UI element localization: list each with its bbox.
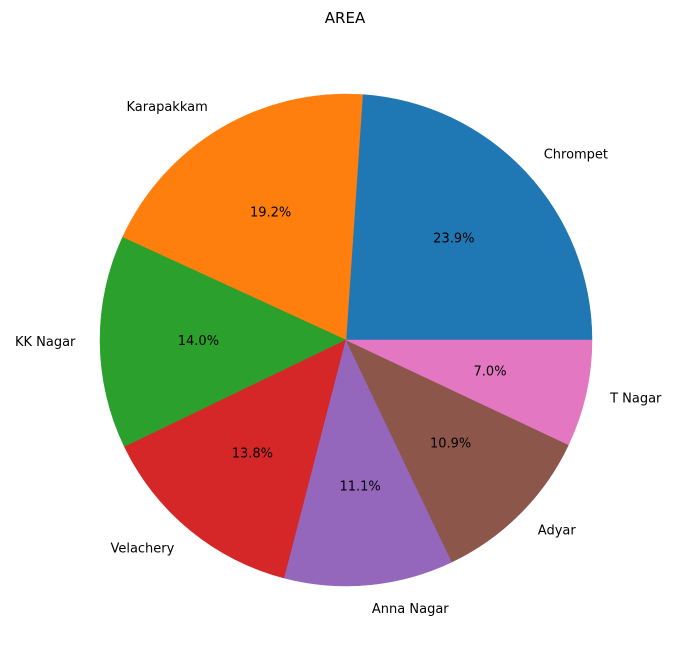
slice-label-adyar: Adyar xyxy=(538,523,577,538)
pct-label-chrompet: 23.9% xyxy=(433,232,474,247)
slice-label-velachery: Velachery xyxy=(110,542,174,557)
pie-slice-chrompet xyxy=(345,94,593,341)
slice-label-kk-nagar: KK Nagar xyxy=(15,335,76,350)
pie-slice-anna-nagar xyxy=(284,339,453,587)
pct-label-kk-nagar: 14.0% xyxy=(178,334,219,349)
pie-slice-t-nagar xyxy=(345,339,593,446)
slice-label-karapakkam: Karapakkam xyxy=(127,100,208,115)
pie-slice-karapakkam xyxy=(122,93,363,341)
chart-title: AREA xyxy=(325,9,366,27)
pct-label-anna-nagar: 11.1% xyxy=(339,479,380,494)
pie-slice-kk-nagar xyxy=(99,236,347,448)
slice-label-t-nagar: T Nagar xyxy=(609,392,662,407)
pct-label-velachery: 13.8% xyxy=(232,447,273,462)
pie-slices xyxy=(99,93,593,587)
pct-label-karapakkam: 19.2% xyxy=(250,206,291,221)
pie-slice-adyar xyxy=(345,339,569,563)
pie-slice-velachery xyxy=(124,339,347,579)
slice-label-anna-nagar: Anna Nagar xyxy=(372,602,449,617)
pie-labels: Chrompet 23.9% Karapakkam 19.2% KK Nagar 14.0… xyxy=(15,100,662,617)
pct-label-t-nagar: 7.0% xyxy=(474,365,507,380)
pct-label-adyar: 10.9% xyxy=(430,437,471,452)
slice-label-chrompet: Chrompet xyxy=(544,148,608,163)
